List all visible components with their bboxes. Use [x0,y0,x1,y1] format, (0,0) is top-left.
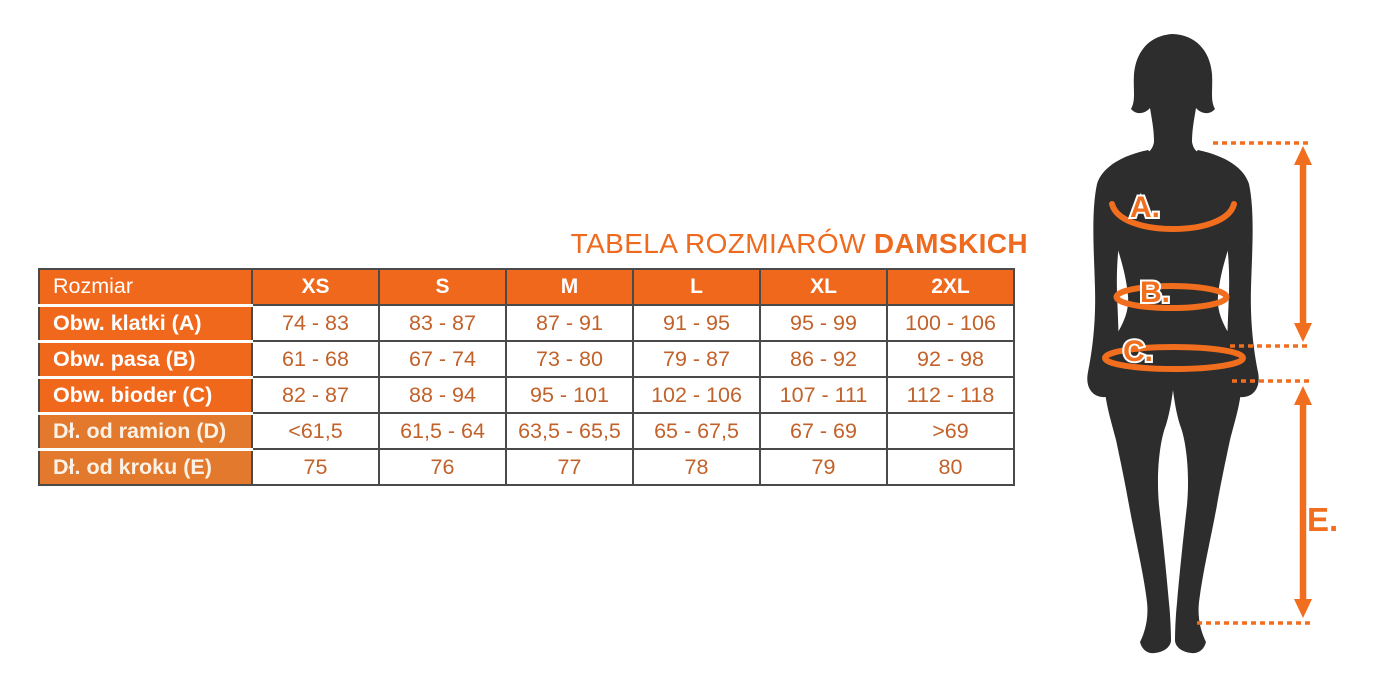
cell-value: 100 - 106 [886,304,1015,342]
table-row-chest: Obw. klatki (A) 74 - 83 83 - 87 87 - 91 … [38,303,1015,342]
column-header-l: L [632,268,761,306]
arrowhead-up [1294,386,1312,405]
cell-value: >69 [886,412,1015,450]
chest-measure-tape [1109,201,1237,233]
cell-value: <61,5 [251,412,380,450]
column-header-s: S [378,268,507,306]
cell-value: 86 - 92 [759,340,888,378]
column-header-m: M [505,268,634,306]
cell-value: 75 [251,448,380,486]
cell-value: 73 - 80 [505,340,634,378]
arrowhead-down [1294,323,1312,342]
row-label-inseam-length: Dł. od kroku (E) [38,447,253,486]
cell-value: 87 - 91 [505,304,634,342]
cell-value: 91 - 95 [632,304,761,342]
cell-value: 78 [632,448,761,486]
cell-value: 74 - 83 [251,304,380,342]
cell-value: 61,5 - 64 [378,412,507,450]
cell-value: 67 - 74 [378,340,507,378]
cell-value: 83 - 87 [378,304,507,342]
cell-value: 92 - 98 [886,340,1015,378]
cell-value: 95 - 101 [505,376,634,414]
page-title-bold: DAMSKICH [873,228,1028,259]
table-row-waist: Obw. pasa (B) 61 - 68 67 - 74 73 - 80 79… [38,339,1015,378]
column-header-xl: XL [759,268,888,306]
arrowhead-up [1294,146,1312,165]
row-label-hips: Obw. bioder (C) [38,375,253,414]
column-header-rozmiar: Rozmiar [38,268,253,306]
chest-label: A. [1130,191,1160,224]
shoulder-length-arrow [1213,141,1312,348]
table-row-shoulder-length: Dł. od ramion (D) <61,5 61,5 - 64 63,5 -… [38,411,1015,450]
cell-value: 67 - 69 [759,412,888,450]
cell-value: 80 [886,448,1015,486]
cell-value: 77 [505,448,634,486]
woman-silhouette-icon [1087,34,1259,654]
cell-value: 112 - 118 [886,376,1015,414]
row-label-chest: Obw. klatki (A) [38,303,253,342]
row-label-waist: Obw. pasa (B) [38,339,253,378]
waist-measure-tape [1113,283,1230,311]
cell-value: 61 - 68 [251,340,380,378]
cell-value: 76 [378,448,507,486]
arrowhead-down [1294,599,1312,618]
column-header-2xl: 2XL [886,268,1015,306]
hips-label: C. [1123,335,1153,368]
table-header-row: Rozmiar XS S M L XL 2XL [38,268,1015,306]
page-title: TABELA ROZMIARÓW DAMSKICH [570,228,1028,260]
cell-value: 82 - 87 [251,376,380,414]
row-label-shoulder-length: Dł. od ramion (D) [38,411,253,450]
inseam-label: E. [1307,501,1338,538]
cell-value: 102 - 106 [632,376,761,414]
cell-value: 95 - 99 [759,304,888,342]
cell-value: 79 - 87 [632,340,761,378]
cell-value: 63,5 - 65,5 [505,412,634,450]
cell-value: 65 - 67,5 [632,412,761,450]
hips-measure-tape [1102,344,1246,372]
cell-value: 88 - 94 [378,376,507,414]
page-title-regular: TABELA ROZMIARÓW [570,228,866,259]
cell-value: 107 - 111 [759,376,888,414]
table-row-hips: Obw. bioder (C) 82 - 87 88 - 94 95 - 101… [38,375,1015,414]
size-table: Rozmiar XS S M L XL 2XL Obw. klatki (A) … [38,268,1015,486]
inseam-length-arrow [1197,379,1312,625]
measurement-figure: A. B. C. E. [1087,34,1340,654]
waist-label: B. [1140,276,1170,309]
column-header-xs: XS [251,268,380,306]
table-row-inseam-length: Dł. od kroku (E) 75 76 77 78 79 80 [38,447,1015,486]
cell-value: 79 [759,448,888,486]
